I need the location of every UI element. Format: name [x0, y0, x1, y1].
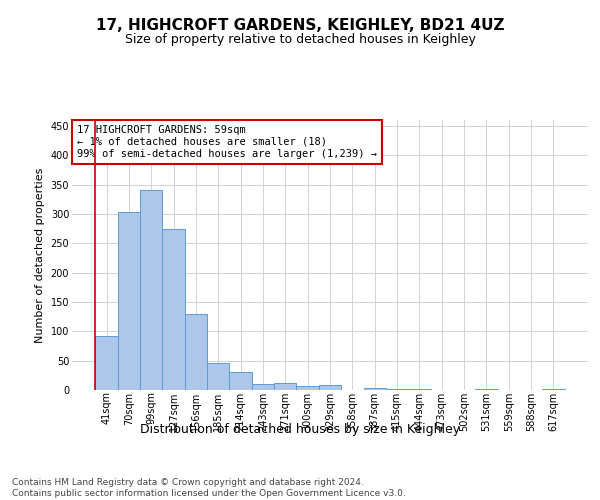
Bar: [140, 190, 163, 390]
Bar: [163, 228, 185, 390]
Bar: [319, 384, 341, 390]
Text: 17 HIGHCROFT GARDENS: 59sqm
← 1% of detached houses are smaller (18)
99% of semi: 17 HIGHCROFT GARDENS: 59sqm ← 1% of deta…: [77, 126, 377, 158]
Bar: [95, 336, 118, 390]
Bar: [296, 386, 319, 390]
Bar: [274, 383, 296, 390]
Bar: [229, 372, 252, 390]
Bar: [252, 384, 274, 390]
Bar: [185, 314, 207, 390]
Bar: [364, 388, 386, 390]
Text: Size of property relative to detached houses in Keighley: Size of property relative to detached ho…: [125, 32, 475, 46]
Bar: [542, 389, 565, 390]
Bar: [118, 212, 140, 390]
Text: Contains HM Land Registry data © Crown copyright and database right 2024.
Contai: Contains HM Land Registry data © Crown c…: [12, 478, 406, 498]
Bar: [207, 363, 229, 390]
Bar: [475, 389, 497, 390]
Text: Distribution of detached houses by size in Keighley: Distribution of detached houses by size …: [140, 422, 460, 436]
Text: 17, HIGHCROFT GARDENS, KEIGHLEY, BD21 4UZ: 17, HIGHCROFT GARDENS, KEIGHLEY, BD21 4U…: [96, 18, 504, 32]
Y-axis label: Number of detached properties: Number of detached properties: [35, 168, 45, 342]
